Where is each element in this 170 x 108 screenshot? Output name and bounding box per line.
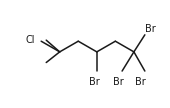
Text: Br: Br [113, 77, 123, 87]
Text: Br: Br [89, 77, 100, 87]
Text: Br: Br [135, 77, 146, 87]
Text: Br: Br [144, 25, 155, 34]
Text: Cl: Cl [26, 35, 35, 45]
